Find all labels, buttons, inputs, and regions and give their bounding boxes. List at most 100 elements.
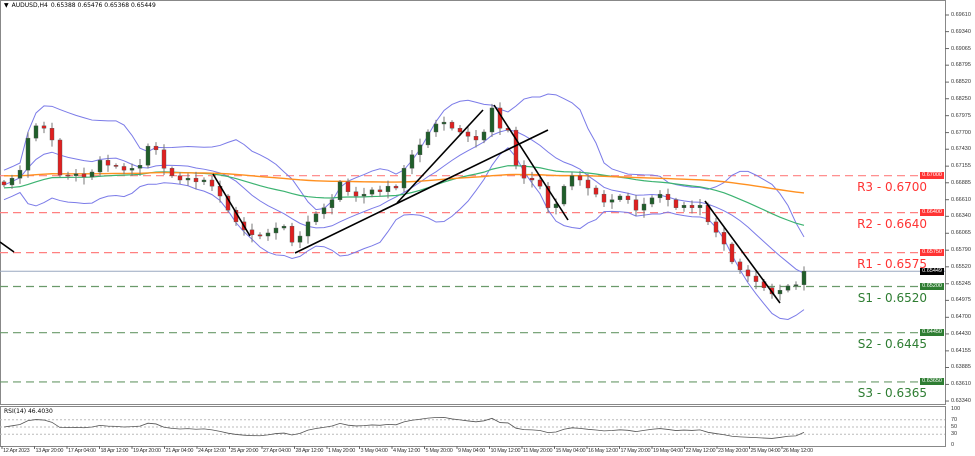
candle — [497, 102, 503, 135]
rsi-level-label: 70 — [951, 416, 958, 423]
candle — [361, 187, 367, 204]
resistance-label: R3 - 0.6700 — [857, 179, 927, 194]
candle — [737, 258, 743, 274]
candle — [633, 194, 639, 216]
x-tick-label: 9 May 04:00 — [458, 448, 485, 454]
y-tick-label: 0.69340 — [951, 28, 971, 35]
dropdown-triangle-icon[interactable]: ▼ — [4, 2, 9, 9]
candle — [681, 201, 687, 212]
x-tick-label: 12 Apr 2023 — [3, 448, 30, 454]
price-tag: 0.63650 — [920, 378, 944, 386]
candle — [721, 226, 727, 251]
candle — [529, 171, 535, 188]
symbol-label: AUDUSD,H4 — [11, 2, 48, 9]
trendline[interactable] — [396, 109, 484, 204]
x-tick-label: 19 Apr 20:00 — [133, 448, 161, 454]
y-tick-label: 0.67155 — [951, 163, 971, 170]
price-tag: 0.66400 — [920, 209, 944, 217]
candle — [1, 180, 7, 188]
candle — [177, 172, 183, 184]
y-tick-label: 0.64700 — [951, 314, 971, 321]
candle — [729, 242, 735, 265]
trendline[interactable] — [0, 241, 15, 253]
candle — [289, 222, 295, 247]
x-tick-label: 23 May 20:00 — [718, 448, 748, 454]
y-tick-label: 0.65790 — [951, 247, 971, 254]
y-tick-label: 0.67700 — [951, 129, 971, 136]
trendline[interactable] — [493, 104, 569, 221]
candle — [337, 180, 343, 202]
candle — [409, 149, 415, 175]
y-tick-label: 0.66340 — [951, 213, 971, 220]
support-label: S1 - 0.6520 — [857, 290, 927, 305]
y-tick-label: 0.64975 — [951, 297, 971, 304]
candle — [489, 103, 495, 137]
candle — [545, 182, 551, 213]
y-tick-label: 0.68795 — [951, 62, 971, 69]
candle — [33, 123, 39, 142]
candle — [441, 116, 447, 131]
candle — [401, 164, 407, 193]
y-tick-label: 0.67430 — [951, 146, 971, 153]
candle — [25, 131, 31, 178]
candle — [369, 187, 375, 198]
x-tick-label: 26 May 12:00 — [783, 448, 813, 454]
x-tick-label: 4 May 12:00 — [393, 448, 420, 454]
x-tick-label: 11 May 20:00 — [523, 448, 553, 454]
x-tick-label: 22 May 12:00 — [685, 448, 716, 454]
rsi-level-label: 50 — [951, 424, 958, 430]
y-tick-label: 0.65520 — [951, 263, 971, 270]
rsi-label: RSI(14) 46.4030 — [4, 408, 53, 415]
candle — [257, 232, 263, 240]
trendline[interactable] — [212, 173, 251, 237]
price-tag: 0.65200 — [920, 283, 944, 291]
candle — [657, 190, 663, 203]
candle — [377, 185, 383, 197]
candle — [385, 180, 391, 199]
candle — [105, 154, 111, 172]
candle — [129, 163, 135, 176]
candle — [577, 170, 583, 186]
current-price-tag: 0.65449 — [920, 267, 944, 275]
candle — [305, 215, 311, 244]
candle — [569, 172, 575, 191]
candle — [145, 143, 151, 169]
candle — [609, 194, 615, 209]
bollinger-lower — [3, 147, 805, 321]
candle — [433, 119, 439, 137]
y-tick-label: 0.66065 — [951, 230, 971, 237]
ohlc-values: 0.65388 0.65476 0.65368 0.65449 — [50, 2, 156, 9]
candle — [417, 138, 423, 163]
candle — [137, 158, 143, 176]
y-tick-label: 0.69065 — [951, 45, 971, 52]
candle — [81, 167, 87, 185]
candle — [209, 175, 215, 192]
candle — [9, 174, 15, 189]
rsi-level-label: 0 — [951, 442, 955, 448]
candle — [713, 217, 719, 238]
candle — [273, 222, 279, 240]
candle — [89, 169, 95, 181]
candle — [641, 197, 647, 218]
candle — [593, 185, 599, 198]
price-tag: 0.65750 — [920, 249, 944, 257]
candle — [465, 127, 471, 143]
support-label: S3 - 0.6365 — [857, 385, 927, 400]
x-tick-label: 16 May 12:00 — [588, 448, 618, 454]
resistance-label: R1 - 0.6575 — [857, 256, 927, 271]
candle — [689, 200, 695, 214]
candle — [97, 156, 103, 177]
x-tick-label: 21 Apr 04:00 — [165, 448, 194, 454]
candle — [329, 194, 335, 215]
candle — [673, 197, 679, 210]
candle — [425, 129, 431, 149]
x-tick-label: 17 May 20:00 — [620, 448, 651, 454]
support-label: S2 - 0.6445 — [857, 336, 927, 351]
trendline[interactable] — [294, 129, 549, 254]
candle — [73, 169, 79, 182]
candle — [113, 163, 119, 169]
trendline[interactable] — [704, 200, 781, 304]
candle — [561, 184, 567, 207]
candle — [481, 129, 487, 144]
